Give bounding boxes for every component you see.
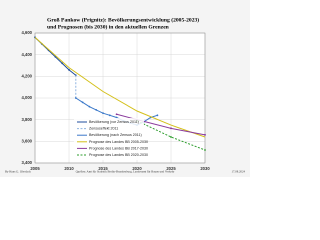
author: By Hans G. Oberlack bbox=[5, 170, 31, 174]
y-tick-label: 4,600 bbox=[22, 30, 33, 35]
y-tick-label: 4,400 bbox=[22, 52, 33, 57]
x-tick-label: 2025 bbox=[166, 166, 176, 171]
y-tick-label: 4,000 bbox=[22, 95, 33, 100]
legend-label: Bevölkerung (vor Zensus 2011) bbox=[89, 120, 139, 124]
point bbox=[115, 113, 118, 116]
chart: Groß Pankow (Prignitz): Bevölkerungsentw… bbox=[0, 0, 250, 177]
point bbox=[74, 97, 77, 99]
legend-label: Prognose des Landes BB 2020-2030 bbox=[89, 153, 148, 157]
x-tick-label: 2005 bbox=[30, 166, 40, 171]
series-line bbox=[34, 36, 206, 138]
point bbox=[81, 101, 84, 104]
source: Quellen: Amt für Statistik Berlin-Brande… bbox=[76, 170, 175, 175]
point bbox=[204, 133, 206, 136]
point bbox=[108, 114, 111, 117]
legend-label: Prognose des Landes BB 2017-2030 bbox=[89, 146, 148, 150]
y-tick-label: 3,800 bbox=[22, 117, 33, 122]
x-tick-label: 2010 bbox=[64, 166, 74, 171]
point bbox=[61, 62, 64, 65]
chart-subtitle: und Prognosen (bis 2030) in den aktuelle… bbox=[47, 23, 170, 30]
x-tick-label: 2015 bbox=[98, 166, 108, 171]
point bbox=[170, 136, 172, 138]
series-line bbox=[116, 113, 206, 136]
x-tick-label: 2020 bbox=[132, 166, 142, 171]
legend-label: Bevölkerung (nach Zensus 2011) bbox=[89, 133, 142, 137]
chart-title: Groß Pankow (Prignitz): Bevölkerungsentw… bbox=[47, 16, 199, 23]
point bbox=[68, 68, 70, 71]
point bbox=[102, 112, 104, 115]
point bbox=[115, 116, 118, 119]
legend-box bbox=[74, 118, 144, 160]
y-tick-label: 3,400 bbox=[22, 160, 33, 165]
y-tick-label: 4,200 bbox=[22, 73, 33, 78]
legend-label: Zensuseffekt 2011 bbox=[89, 127, 118, 131]
point bbox=[204, 149, 206, 151]
x-tick-label: 2030 bbox=[200, 166, 210, 171]
point bbox=[170, 127, 172, 130]
point bbox=[95, 109, 98, 111]
y-tick-label: 3,600 bbox=[22, 138, 33, 143]
point bbox=[156, 114, 159, 117]
date: 17.08.2024 bbox=[232, 170, 246, 174]
plot-frame bbox=[34, 32, 206, 164]
point bbox=[88, 105, 91, 108]
legend-label: Prognose des Landes BB 2005-2030 bbox=[89, 140, 148, 144]
